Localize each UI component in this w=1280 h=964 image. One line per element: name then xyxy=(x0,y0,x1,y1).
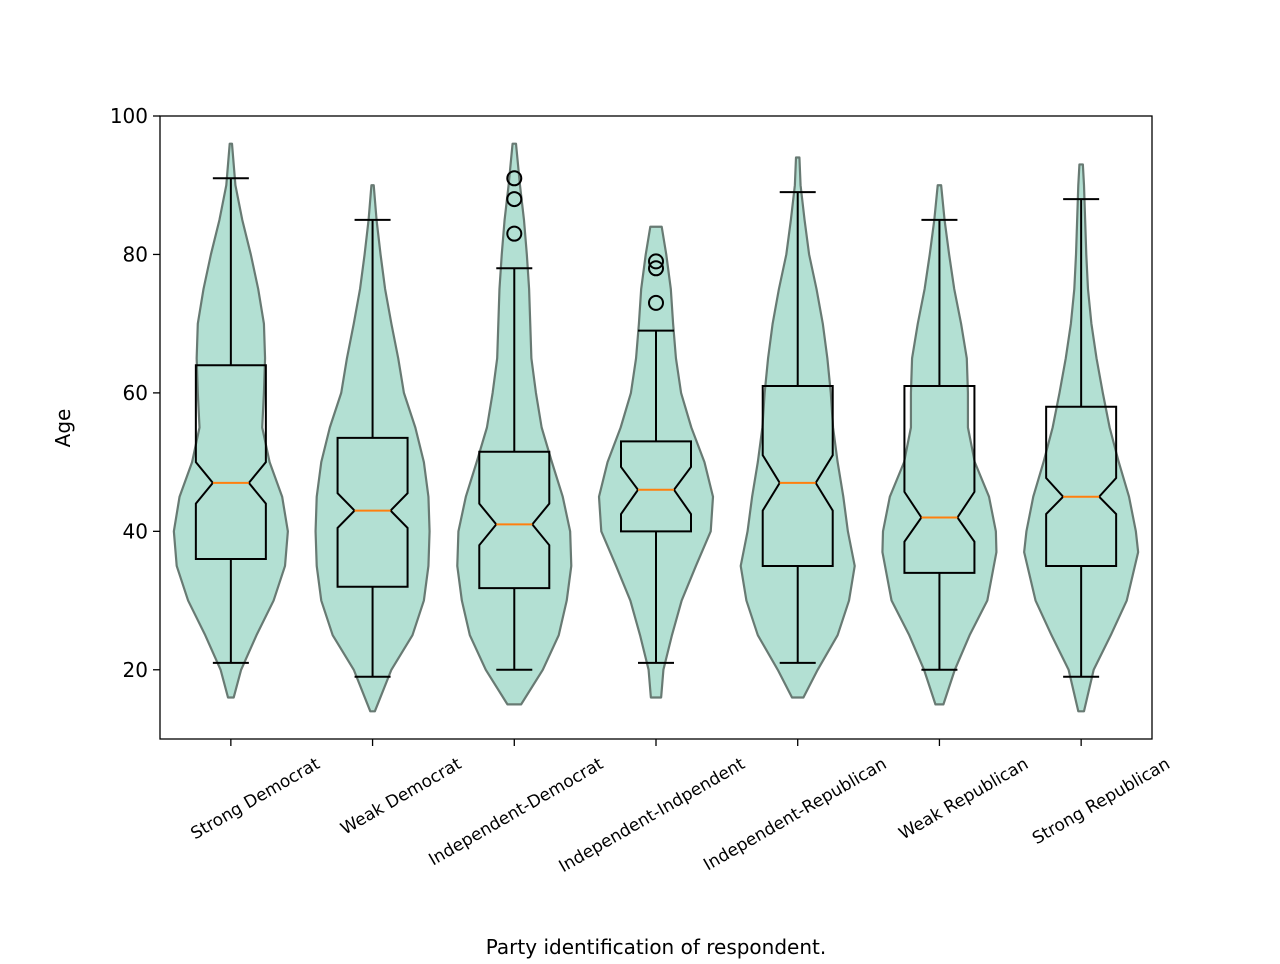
notched-box-6 xyxy=(1045,405,1118,567)
violin-4 xyxy=(739,156,856,699)
x-tick-label-1: Weak Democrat xyxy=(337,754,465,839)
x-tick-label-6: Strong Republican xyxy=(1029,754,1173,849)
violin-6 xyxy=(1023,163,1140,713)
y-tick-label-4: 100 xyxy=(110,104,148,128)
y-tick-label-3: 80 xyxy=(123,242,148,266)
notched-box-2 xyxy=(478,450,551,590)
outlier-3-0 xyxy=(648,294,664,311)
outlier-3-2 xyxy=(648,253,664,270)
x-axis: Strong Democrat Weak DemocratIndependent-… xyxy=(187,739,1174,877)
notched-box-3 xyxy=(620,440,692,533)
y-axis-label: Age xyxy=(51,409,75,448)
plot-area xyxy=(172,142,1140,713)
y-tick-label-1: 40 xyxy=(123,519,148,543)
outlier-2-2 xyxy=(506,170,523,187)
x-tick-label-0: Strong Democrat xyxy=(187,754,323,844)
violin-3 xyxy=(597,225,715,699)
y-tick-label-0: 20 xyxy=(123,658,148,682)
y-tick-label-2: 60 xyxy=(123,381,148,405)
notched-box-4 xyxy=(761,384,834,567)
notched-box-1 xyxy=(336,436,409,588)
outlier-2-1 xyxy=(506,191,523,208)
violin-1 xyxy=(314,184,431,713)
violin-5 xyxy=(881,184,998,706)
outlier-3-1 xyxy=(648,260,664,277)
notched-box-5 xyxy=(903,384,976,574)
y-axis: 20 40 60 80 100 xyxy=(110,104,160,682)
x-tick-label-5: Weak Republican xyxy=(896,754,1032,844)
notched-box-0 xyxy=(194,364,267,561)
x-axis-label: Party identification of respondent. xyxy=(486,935,826,959)
outlier-2-0 xyxy=(506,225,523,242)
